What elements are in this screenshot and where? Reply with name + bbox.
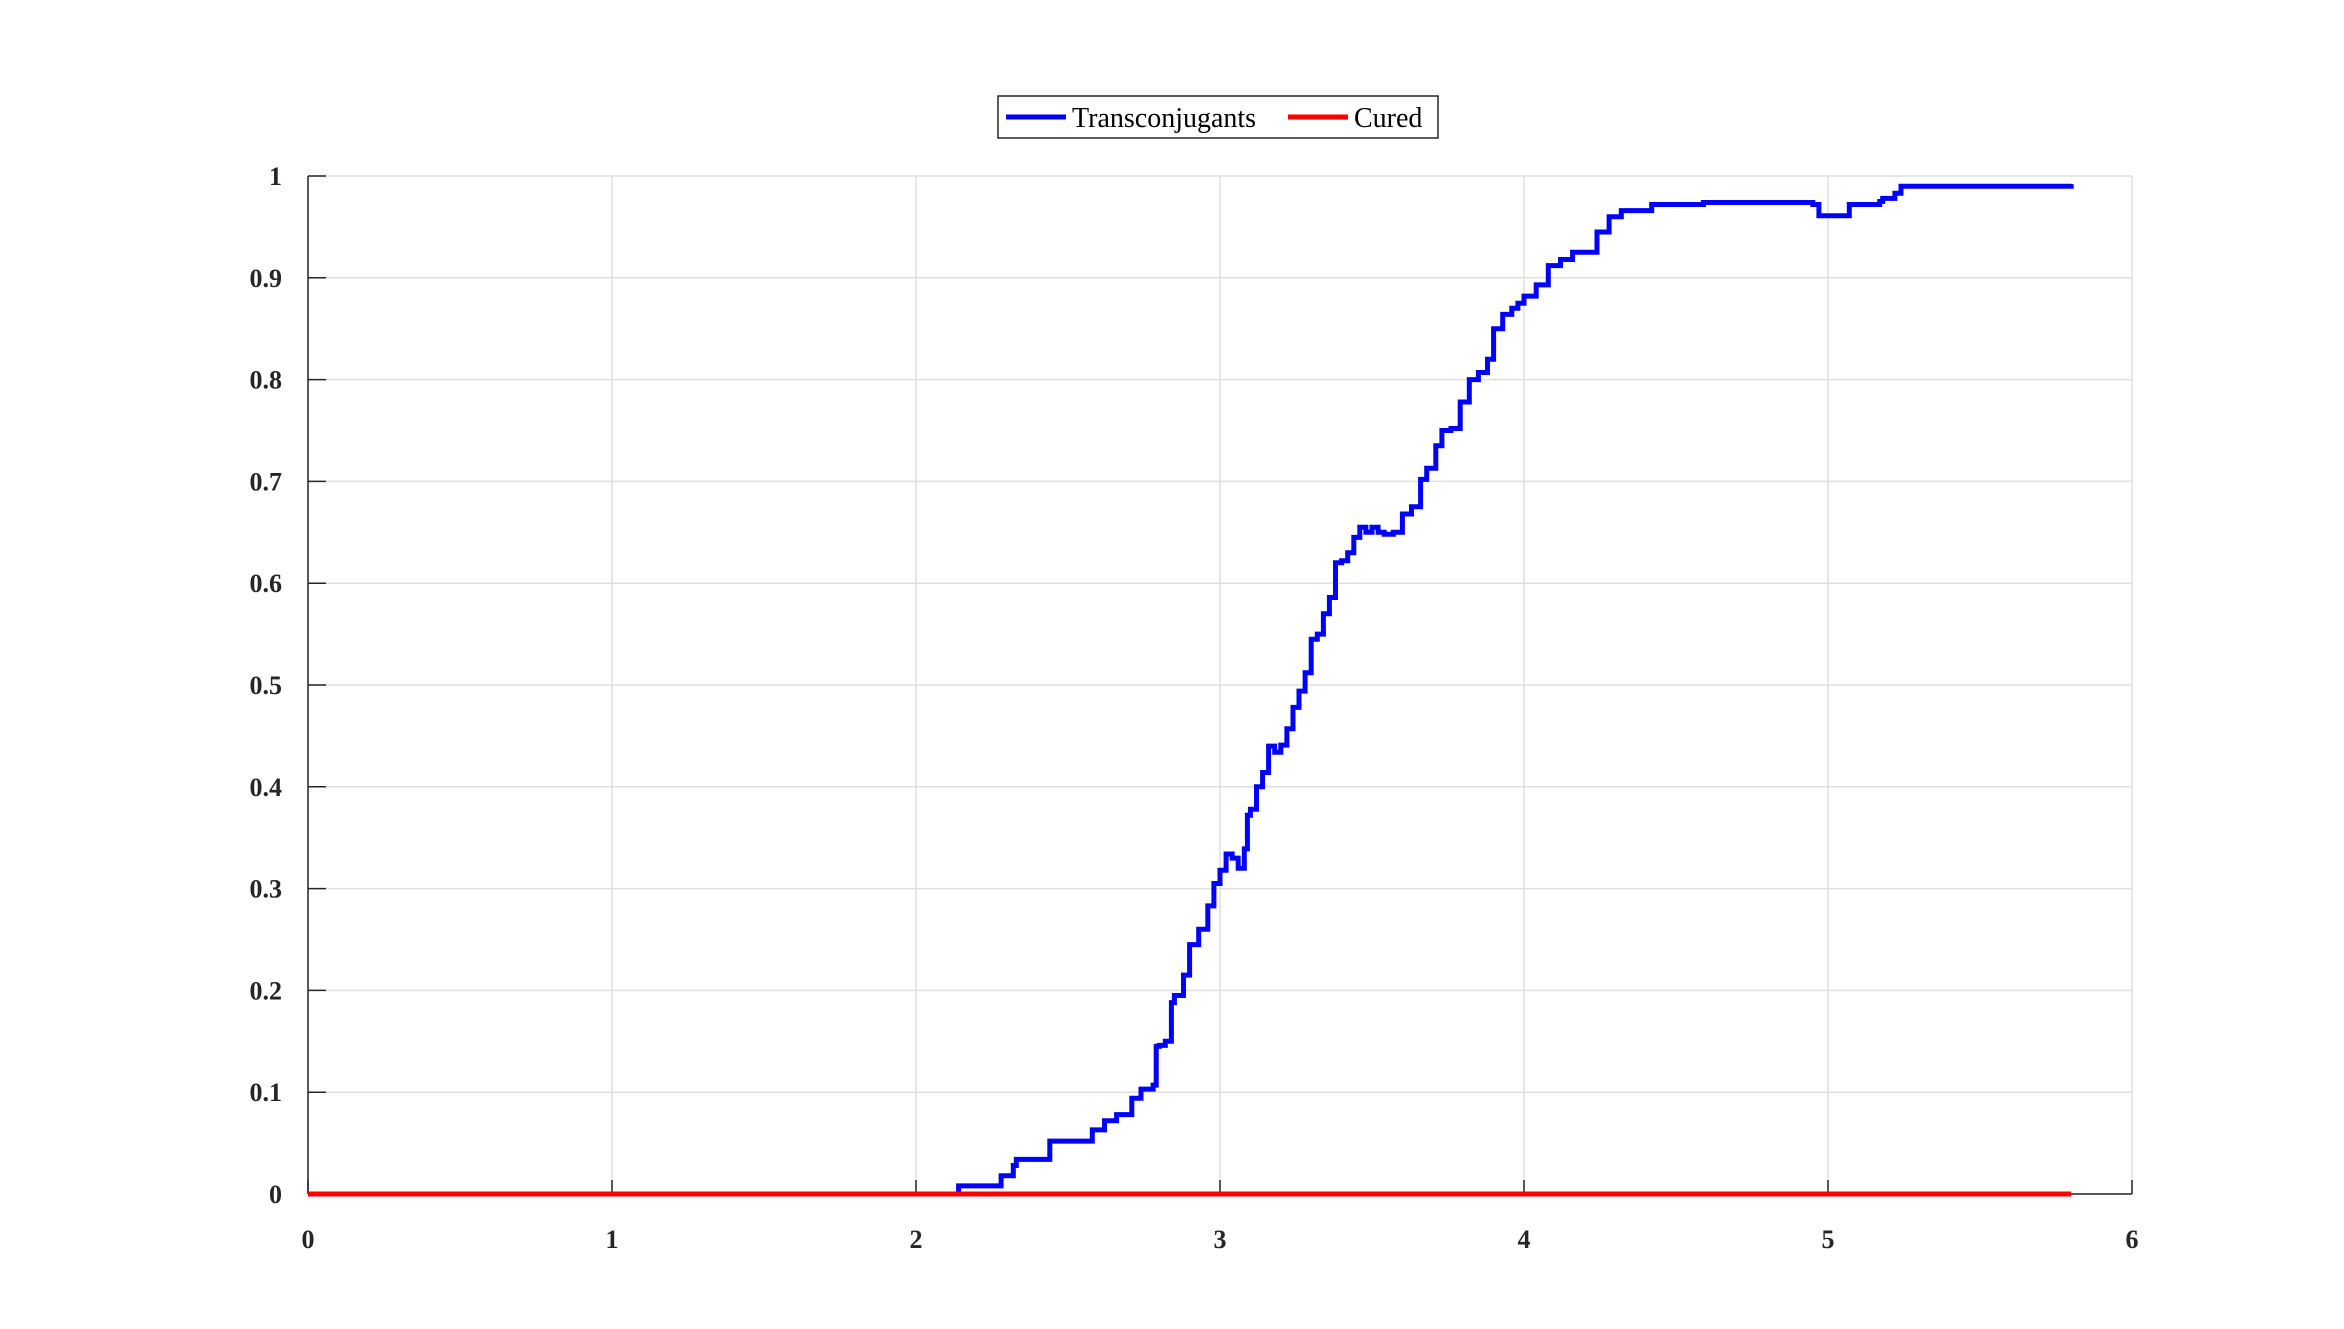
series-line-transconjugants: [955, 183, 2074, 1197]
x-tick-label: 3: [1214, 1225, 1227, 1254]
legend-label: Cured: [1354, 103, 1422, 134]
y-tick-label: 0.4: [250, 773, 283, 802]
y-tick-label: 0.6: [250, 569, 283, 598]
x-tick-label: 5: [1822, 1225, 1835, 1254]
y-tick-label: 0.8: [250, 366, 283, 395]
axes: 0 1 2 3 4 5 6 0 0.1 0.2 0.3 0.4 0.5 0.6 0.7 0.8 0.9 1: [250, 162, 2139, 1254]
x-tick-label: 6: [2126, 1225, 2139, 1254]
y-tick-label: 0.3: [250, 875, 283, 904]
legend-label: Transconjugants: [1072, 103, 1256, 134]
y-tick-label: 0.1: [250, 1078, 283, 1107]
y-tick-label: 0.7: [250, 467, 283, 496]
y-tick-label: 0.9: [250, 264, 283, 293]
x-tick-label: 0: [302, 1225, 315, 1254]
grid: [307, 175, 2133, 1195]
y-tick-label: 0.2: [250, 976, 283, 1005]
x-tick-label: 2: [910, 1225, 923, 1254]
series: [308, 183, 2074, 1197]
y-tick-label: 1: [269, 162, 282, 191]
y-tick-label: 0.5: [250, 671, 283, 700]
legend: Transconjugants Cured: [997, 95, 1439, 139]
legend-box: [997, 95, 1439, 139]
y-tick-label: 0: [269, 1180, 282, 1209]
x-tick-label: 1: [606, 1225, 619, 1254]
x-tick-label: 4: [1518, 1225, 1531, 1254]
